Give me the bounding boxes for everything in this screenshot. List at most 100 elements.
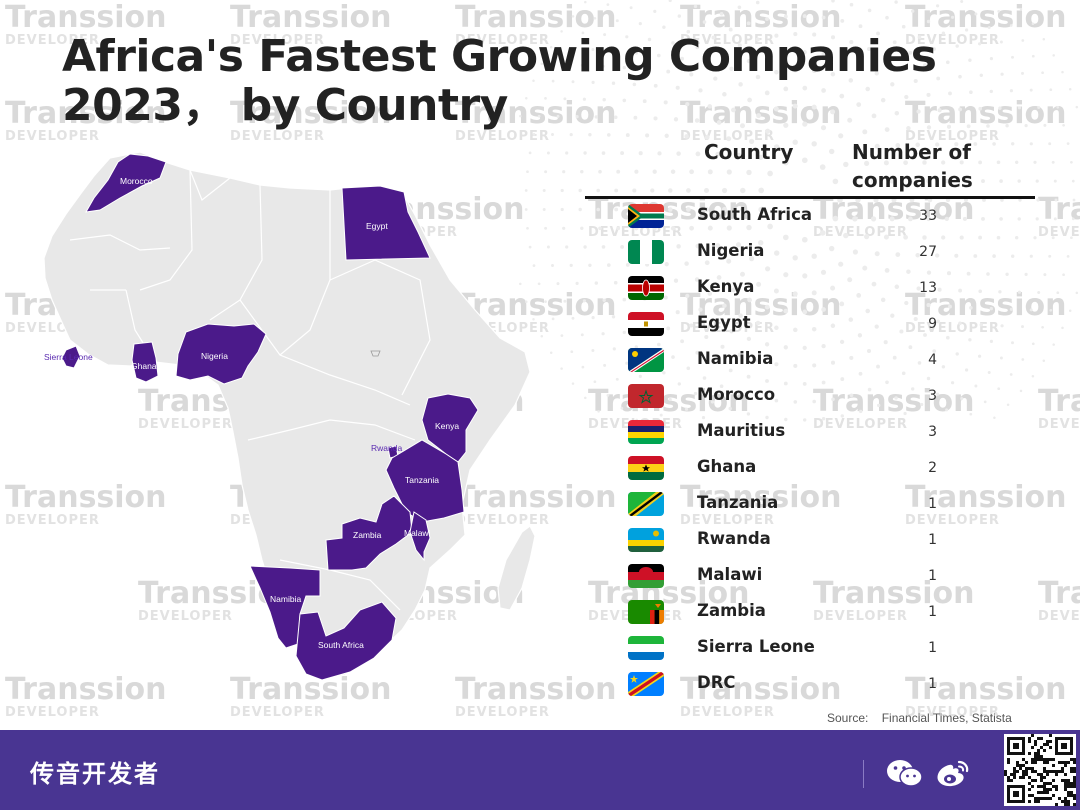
decoration-dot bbox=[987, 26, 991, 29]
mauritius-flag-icon bbox=[628, 420, 664, 444]
decoration-dot bbox=[746, 412, 751, 416]
decoration-dot bbox=[726, 225, 732, 231]
decoration-dot bbox=[582, 299, 586, 303]
decoration-dot bbox=[904, 300, 909, 306]
decoration-dot bbox=[735, 152, 742, 158]
qr-cell bbox=[1040, 779, 1043, 782]
decoration-dot bbox=[926, 376, 931, 381]
decoration-dot bbox=[773, 250, 780, 256]
decoration-dot bbox=[889, 178, 895, 184]
decoration-dot bbox=[695, 151, 701, 157]
decoration-dot bbox=[962, 216, 967, 221]
footer-bar: 传音开发者 bbox=[0, 730, 1080, 810]
decoration-dot bbox=[1042, 359, 1046, 362]
decoration-dot bbox=[848, 78, 854, 83]
qr-cell bbox=[1007, 761, 1010, 764]
decoration-dot bbox=[670, 169, 676, 174]
qr-cell bbox=[1043, 782, 1046, 785]
decoration-dot bbox=[1021, 325, 1024, 329]
decoration-dot bbox=[664, 262, 669, 267]
decoration-dot bbox=[767, 223, 773, 230]
decoration-dot bbox=[974, 12, 978, 16]
decoration-dot bbox=[544, 226, 548, 230]
decoration-dot bbox=[622, 65, 626, 70]
qr-cell bbox=[1043, 791, 1046, 794]
decoration-dot bbox=[1075, 105, 1079, 109]
decoration-dot bbox=[569, 263, 573, 267]
map-label-zambia: Zambia bbox=[353, 530, 382, 540]
map-morocco bbox=[85, 153, 167, 213]
decoration-dot bbox=[978, 289, 983, 294]
decoration-dot bbox=[849, 355, 854, 360]
decoration-dot bbox=[948, 91, 952, 96]
wechat-icon[interactable] bbox=[886, 758, 924, 790]
decoration-dot bbox=[783, 86, 789, 92]
decoration-dot bbox=[565, 151, 569, 155]
qr-cell bbox=[1031, 758, 1034, 761]
qr-cell bbox=[1037, 785, 1040, 788]
decoration-dot bbox=[612, 49, 616, 53]
qr-cell bbox=[1028, 776, 1031, 779]
qr-cell bbox=[1055, 803, 1058, 806]
decoration-dot bbox=[668, 207, 673, 212]
decoration-dot bbox=[832, 215, 839, 222]
qr-cell bbox=[1046, 770, 1049, 773]
qr-cell bbox=[1043, 788, 1046, 791]
decoration-dot bbox=[1029, 308, 1033, 312]
qr-cell bbox=[1031, 785, 1034, 788]
qr-cell bbox=[1055, 785, 1058, 788]
decoration-dot bbox=[906, 269, 911, 274]
decoration-dot bbox=[671, 41, 675, 45]
qr-cell bbox=[1046, 758, 1049, 761]
qr-cell bbox=[1040, 797, 1043, 800]
decoration-dot bbox=[783, 50, 788, 55]
qr-cell bbox=[1073, 767, 1076, 770]
qr-cell bbox=[1025, 773, 1028, 776]
decoration-dot bbox=[720, 344, 725, 349]
qr-cell bbox=[1046, 773, 1049, 776]
decoration-dot bbox=[812, 363, 817, 368]
qr-cell bbox=[1067, 791, 1070, 794]
decoration-dot bbox=[544, 97, 547, 100]
decoration-dot bbox=[562, 170, 566, 174]
qr-cell bbox=[1043, 785, 1046, 788]
decoration-dot bbox=[997, 387, 1001, 391]
decoration-dot bbox=[1019, 7, 1023, 11]
qr-cell bbox=[1064, 803, 1067, 806]
decoration-dot bbox=[874, 251, 880, 257]
qr-cell bbox=[1055, 788, 1058, 791]
decoration-dot bbox=[830, 109, 836, 115]
rwanda-flag-icon bbox=[628, 528, 664, 552]
company-count: 3 bbox=[928, 388, 937, 404]
decoration-dot bbox=[965, 368, 969, 372]
qr-cell bbox=[1049, 740, 1052, 743]
decoration-dot bbox=[755, 320, 761, 326]
decoration-dot bbox=[656, 342, 661, 347]
decoration-dot bbox=[711, 360, 716, 365]
decoration-dot bbox=[596, 207, 601, 212]
qr-cell bbox=[1043, 758, 1046, 761]
column-header-country: Country bbox=[704, 140, 794, 164]
qr-cell bbox=[1025, 770, 1028, 773]
decoration-dot bbox=[867, 8, 872, 13]
decoration-dot bbox=[625, 133, 630, 138]
decoration-dot bbox=[728, 27, 733, 32]
qr-cell bbox=[1019, 764, 1022, 767]
decoration-dot bbox=[935, 253, 940, 258]
weibo-icon[interactable] bbox=[935, 758, 971, 790]
decoration-dot bbox=[773, 144, 780, 150]
decoration-dot bbox=[1061, 326, 1064, 330]
decoration-dot bbox=[698, 307, 703, 312]
decoration-dot bbox=[1033, 236, 1037, 240]
decoration-dot bbox=[578, 188, 582, 193]
decoration-dot bbox=[774, 33, 779, 38]
qr-cell bbox=[1058, 770, 1061, 773]
decoration-dot bbox=[821, 15, 826, 20]
decoration-dot bbox=[747, 297, 752, 303]
decoration-dot bbox=[544, 300, 547, 303]
decoration-dot bbox=[959, 160, 964, 165]
decoration-dot bbox=[908, 178, 913, 184]
decoration-dot bbox=[1037, 106, 1041, 109]
decoration-dot bbox=[1061, 70, 1064, 74]
decoration-dot bbox=[965, 28, 969, 32]
